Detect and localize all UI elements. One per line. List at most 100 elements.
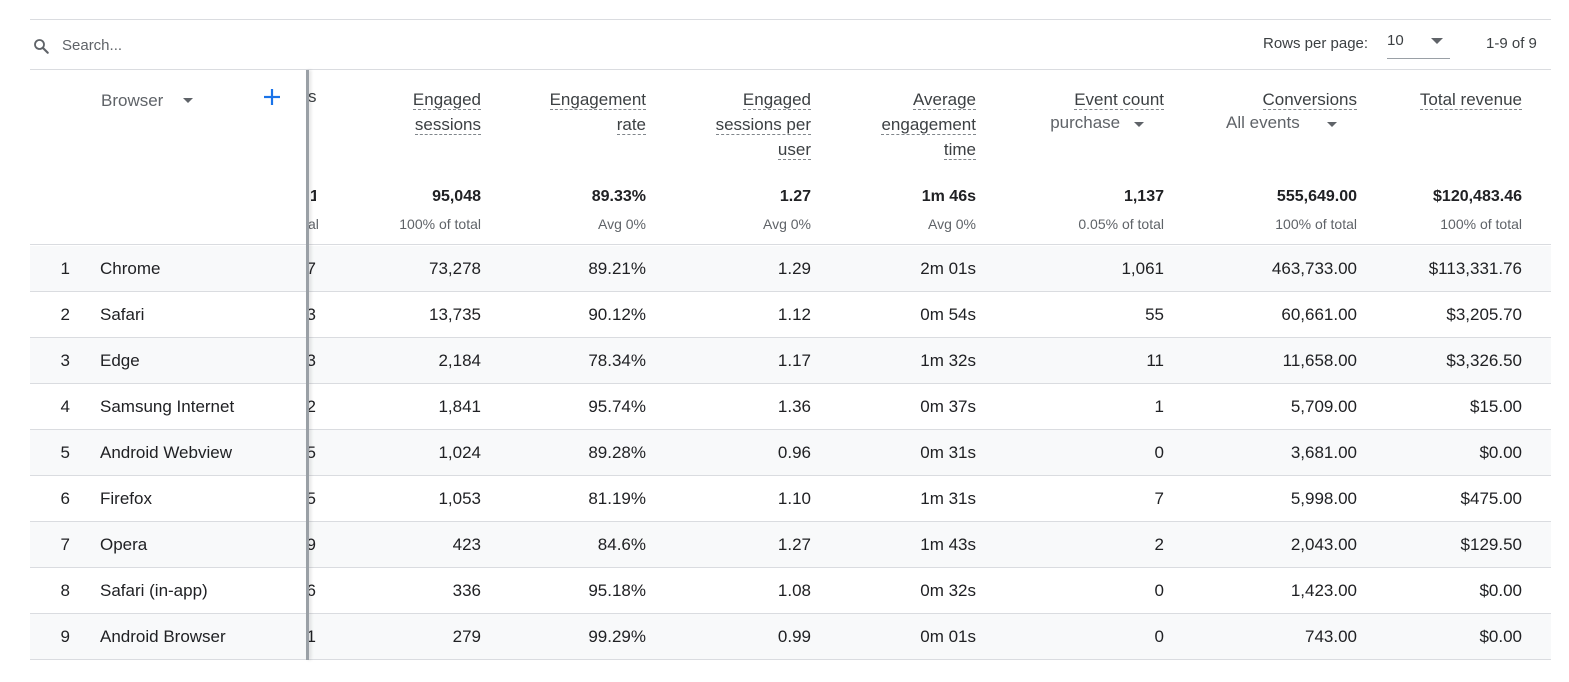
row-engaged-sessions: 73,278 (429, 259, 481, 278)
row-browser-name: Android Browser (100, 627, 226, 646)
total-sub-conversions: 100% of total (1275, 216, 1357, 232)
column-header-event-count[interactable]: Event count (1004, 87, 1164, 112)
conversions-event-select[interactable]: All events (1226, 113, 1300, 132)
row-browser-name: Edge (100, 351, 140, 370)
column-header-engaged-sessions-per-user[interactable]: Engaged sessions per user (651, 87, 811, 162)
row-browser-name: Safari (100, 305, 145, 324)
row-engaged-sessions: 1,053 (438, 489, 481, 508)
table-row[interactable]: 4 Samsung Internet 2 1,841 95.74% 1.36 0m 37s 1… (30, 384, 1551, 430)
row-event-count: 1 (1154, 397, 1164, 416)
table-row[interactable]: 6 Firefox 5 1,053 81.19% 1.10 1m 31s 7 5,998.00 $… (30, 476, 1551, 522)
column-title-line: Event count (1074, 90, 1164, 110)
row-browser-name: Safari (in-app) (100, 581, 208, 600)
event-count-event-select[interactable]: purchase (1050, 113, 1121, 132)
column-title-line: Engagement (549, 90, 646, 110)
table-row[interactable]: 1 Chrome 7 73,278 89.21% 1.29 2m 01s 1,061 463,7… (30, 246, 1551, 292)
row-engagement-rate: 78.34% (588, 351, 646, 370)
dimension-select[interactable]: Browser (101, 91, 164, 110)
caret-down-icon[interactable] (183, 98, 193, 103)
row-total-revenue: $3,326.50 (1446, 351, 1522, 370)
frozen-column-divider[interactable] (306, 70, 309, 660)
column-title-line: Average (912, 90, 976, 110)
total-conversions: 555,649.00 (1276, 188, 1357, 205)
column-header-engaged-sessions[interactable]: Engaged sessions (321, 87, 481, 137)
row-engaged-sessions: 13,735 (429, 305, 481, 324)
row-browser-name: Firefox (100, 489, 152, 508)
row-conversions: 743.00 (1305, 627, 1357, 646)
row-browser-name: Samsung Internet (100, 397, 235, 416)
search-icon (34, 39, 49, 54)
row-engaged-sessions-per-user: 0.96 (777, 443, 811, 462)
row-engagement-rate: 89.28% (588, 443, 646, 462)
column-title-row: Total revenue (1362, 87, 1522, 112)
column-header-engagement-rate[interactable]: Engagement rate (486, 87, 646, 137)
column-title-row: sessions per (651, 112, 811, 137)
column-header-conversions[interactable]: Conversions (1197, 87, 1357, 112)
column-title-row: sessions (321, 112, 481, 137)
total-total-revenue: $120,483.46 (1433, 188, 1522, 205)
table-row[interactable]: 9 Android Browser 1 279 99.29% 0.99 0m 01s 0 743… (30, 614, 1551, 660)
top-divider (30, 19, 1551, 20)
row-engaged-sessions-per-user: 1.29 (777, 259, 811, 278)
table-row[interactable]: 3 Edge 3 2,184 78.34% 1.17 1m 32s 11 11,658.00 $3… (30, 338, 1551, 384)
row-clipped-value: 9 (309, 535, 316, 554)
column-title-line: sessions per (715, 115, 811, 135)
row-engagement-rate: 90.12% (588, 305, 646, 324)
row-conversions: 5,709.00 (1290, 397, 1357, 416)
row-event-count: 0 (1154, 443, 1164, 462)
add-dimension-icon[interactable] (261, 86, 283, 108)
row-engaged-sessions-per-user: 1.10 (777, 489, 811, 508)
column-title-line: sessions (414, 115, 481, 135)
row-browser-name: Opera (100, 535, 148, 554)
column-header-total-revenue[interactable]: Total revenue (1362, 87, 1522, 112)
row-engagement-rate: 99.29% (588, 627, 646, 646)
row-rank: 1 (60, 259, 70, 278)
row-browser-name: Chrome (100, 259, 161, 278)
total-engagement-rate: 89.33% (591, 188, 646, 205)
table-row[interactable]: 2 Safari 3 13,735 90.12% 1.12 0m 54s 55 60,661.0… (30, 292, 1551, 338)
column-title-row: Engagement (486, 87, 646, 112)
row-engaged-sessions-per-user: 1.08 (777, 581, 811, 600)
row-clipped-value: 5 (309, 443, 316, 462)
row-engaged-sessions: 1,024 (438, 443, 481, 462)
row-total-revenue: $0.00 (1479, 443, 1522, 462)
row-browser-name: Android Webview (100, 443, 232, 462)
search-input[interactable] (62, 32, 562, 58)
row-average-engagement-time: 0m 32s (920, 581, 976, 600)
table-row[interactable]: 8 Safari (in-app) 6 336 95.18% 1.08 0m 32s 0 1,4… (30, 568, 1551, 614)
column-title-line: user (777, 140, 811, 160)
column-title-row: time (816, 137, 976, 162)
row-clipped-value: 6 (309, 581, 316, 600)
caret-down-icon[interactable] (1327, 122, 1337, 127)
row-rank: 8 (60, 581, 70, 600)
column-title-line: engagement (881, 115, 976, 135)
column-title-row: Event count (1004, 87, 1164, 112)
total-sub-engaged-sessions-per-user: Avg 0% (763, 216, 811, 232)
pagination-range: 1-9 of 9 (1486, 35, 1537, 52)
caret-down-icon[interactable] (1134, 122, 1144, 127)
row-rank: 9 (60, 627, 70, 646)
column-header-average-engagement-time[interactable]: Average engagement time (816, 87, 976, 162)
row-rank: 4 (60, 397, 70, 416)
clipped-column-total: 1 (310, 188, 316, 205)
column-title-line: Conversions (1262, 90, 1357, 110)
row-rank: 7 (60, 535, 70, 554)
row-conversions: 2,043.00 (1290, 535, 1357, 554)
clipped-column-header[interactable]: s (308, 87, 317, 106)
row-total-revenue: $475.00 (1460, 489, 1522, 508)
total-engaged-sessions-per-user: 1.27 (779, 188, 811, 205)
rows-per-page-value: 10 (1387, 32, 1404, 49)
row-total-revenue: $113,331.76 (1428, 259, 1522, 278)
table-toolbar: Rows per page: 10 1-9 of 9 (30, 20, 1551, 70)
table-row[interactable]: 7 Opera 9 423 84.6% 1.27 1m 43s 2 2,043.00 $129.5… (30, 522, 1551, 568)
row-engagement-rate: 81.19% (588, 489, 646, 508)
row-event-count: 1,061 (1121, 259, 1164, 278)
table-header: Browser s 1 al Engaged sessions 95,048 100%… (30, 71, 1551, 245)
column-title-line: Engaged (412, 90, 481, 110)
row-event-count: 11 (1146, 351, 1164, 370)
rows-per-page-select[interactable]: 10 (1387, 29, 1450, 59)
table-row[interactable]: 5 Android Webview 5 1,024 89.28% 0.96 0m 31s 0 3… (30, 430, 1551, 476)
row-average-engagement-time: 0m 31s (920, 443, 976, 462)
row-clipped-value: 3 (309, 305, 316, 324)
row-conversions: 11,658.00 (1282, 351, 1357, 370)
